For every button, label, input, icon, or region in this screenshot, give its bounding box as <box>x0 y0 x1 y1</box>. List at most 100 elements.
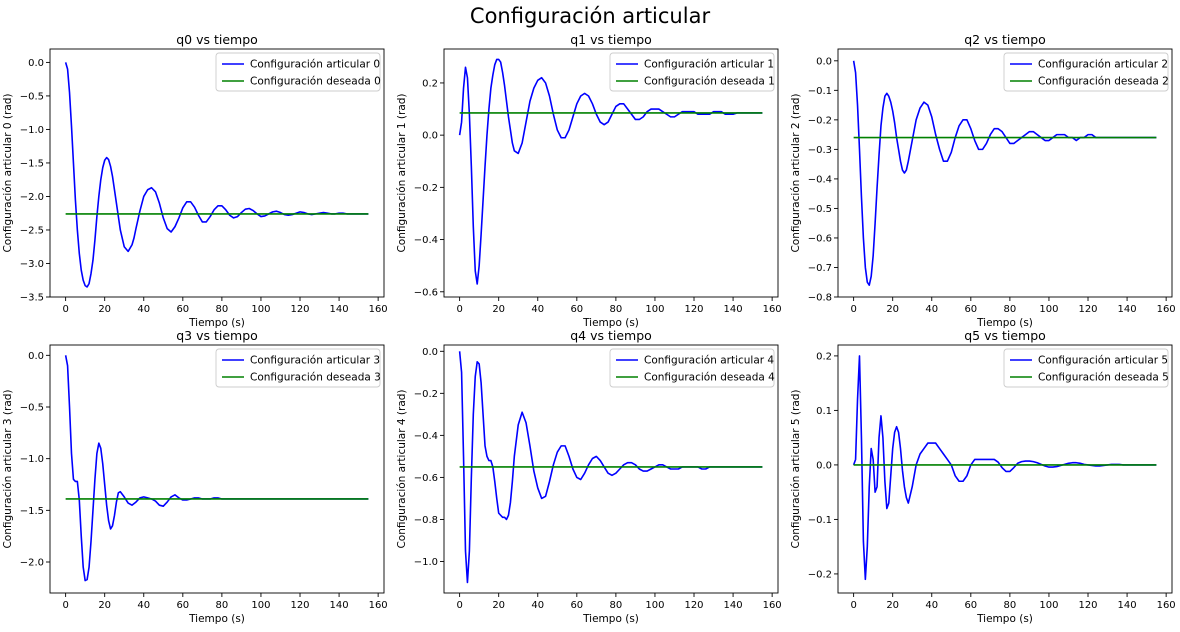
figure-title: Configuración articular <box>469 4 711 28</box>
x-tick-label: 80 <box>610 600 623 611</box>
y-tick-label: 0.0 <box>422 131 438 142</box>
y-tick-label: −0.3 <box>808 145 832 156</box>
x-axis-label: Tiempo (s) <box>976 613 1033 625</box>
x-tick-label: 100 <box>251 600 270 611</box>
plot-frame <box>837 48 1173 298</box>
y-axis-label: Configuración articular 4 (rad) <box>396 389 408 548</box>
series-line-actual <box>458 351 763 584</box>
series-line-actual <box>852 60 1157 286</box>
x-tick-label: 100 <box>645 304 664 315</box>
x-axis-label: Tiempo (s) <box>976 317 1033 329</box>
x-axis-label: Tiempo (s) <box>188 317 245 329</box>
legend-box <box>609 52 775 92</box>
x-tick-label: 140 <box>724 304 743 315</box>
y-tick-label: −3.0 <box>20 259 44 270</box>
legend: Configuración articular 0 Configuración d… <box>215 52 381 92</box>
x-tick-label: 60 <box>176 304 189 315</box>
subplot-title: q1 vs tiempo <box>570 32 652 47</box>
x-tick-label: 160 <box>369 304 388 315</box>
legend-box <box>1003 52 1169 92</box>
x-tick-label: 0 <box>850 304 856 315</box>
legend: Configuración articular 2 Configuración d… <box>1003 52 1169 92</box>
series-line-actual <box>64 355 369 582</box>
x-tick-label: 20 <box>492 304 505 315</box>
legend-box <box>1003 348 1169 388</box>
x-tick-label: 140 <box>724 600 743 611</box>
y-tick-label: 0.0 <box>816 56 832 67</box>
x-tick-label: 20 <box>98 304 111 315</box>
x-tick-label: 20 <box>886 600 899 611</box>
y-tick-label: −2.0 <box>20 192 44 203</box>
y-axis-label: Configuración articular 5 (rad) <box>790 389 802 548</box>
y-tick-label: 0.0 <box>422 347 438 358</box>
y-tick-label: −0.2 <box>414 183 438 194</box>
x-tick-label: 0 <box>850 600 856 611</box>
x-tick-label: 80 <box>216 600 229 611</box>
y-axis-label: Configuración articular 2 (rad) <box>790 93 802 252</box>
legend: Configuración articular 3 Configuración d… <box>215 348 381 388</box>
x-tick-label: 60 <box>176 600 189 611</box>
legend: Configuración articular 1 Configuración d… <box>609 52 775 92</box>
y-tick-label: −0.5 <box>20 403 44 414</box>
legend-label: Configuración articular 5 <box>1038 355 1168 367</box>
y-tick-label: −1.5 <box>20 158 44 169</box>
x-tick-label: 80 <box>610 304 623 315</box>
y-tick-label: −1.0 <box>20 454 44 465</box>
x-axis-label: Tiempo (s) <box>582 613 639 625</box>
x-tick-label: 100 <box>251 304 270 315</box>
x-tick-label: 80 <box>216 304 229 315</box>
y-tick-label: −0.1 <box>808 86 832 97</box>
series-group <box>458 58 763 285</box>
x-tick-label: 120 <box>290 600 309 611</box>
y-tick-label: 0.1 <box>816 406 832 417</box>
x-tick-label: 40 <box>531 600 544 611</box>
x-tick-label: 40 <box>137 600 150 611</box>
x-tick-label: 80 <box>1004 600 1017 611</box>
legend-box <box>215 348 381 388</box>
legend-box <box>609 348 775 388</box>
legend-label: Configuración deseada 4 <box>644 372 775 384</box>
y-tick-label: 0.2 <box>816 351 832 362</box>
x-tick-label: 100 <box>645 600 664 611</box>
subplot-4: q4 vs tiempo 0 20 40 60 80 100 120 140 160 0.0 −0.2… <box>396 328 782 625</box>
y-tick-label: 0.0 <box>28 58 44 69</box>
x-tick-label: 100 <box>1039 304 1058 315</box>
legend: Configuración articular 4 Configuración d… <box>609 348 775 388</box>
legend-label: Configuración deseada 0 <box>250 76 381 88</box>
subplot-title: q3 vs tiempo <box>176 328 258 343</box>
y-tick-label: −0.1 <box>808 515 832 526</box>
y-tick-label: 0.2 <box>422 78 438 89</box>
subplot-title: q5 vs tiempo <box>964 328 1046 343</box>
legend-label: Configuración articular 0 <box>250 59 380 71</box>
plot-frame <box>837 344 1173 594</box>
series-group <box>852 355 1157 581</box>
y-tick-label: −0.4 <box>414 235 438 246</box>
subplot-3: q3 vs tiempo 0 20 40 60 80 100 120 140 160 0.0 −0.5… <box>2 328 388 625</box>
y-tick-label: −0.7 <box>808 263 832 274</box>
y-axis-label: Configuración articular 0 (rad) <box>2 93 14 252</box>
series-group <box>64 355 369 582</box>
legend-label: Configuración articular 3 <box>250 355 380 367</box>
subplot-5: q5 vs tiempo 0 20 40 60 80 100 120 140 160 0.2 0.1 0… <box>790 328 1176 625</box>
legend-label: Configuración deseada 1 <box>644 76 775 88</box>
x-tick-label: 40 <box>925 600 938 611</box>
subplot-title: q4 vs tiempo <box>570 328 652 343</box>
subplot-title: q2 vs tiempo <box>964 32 1046 47</box>
x-tick-label: 100 <box>1039 600 1058 611</box>
subplot-title: q0 vs tiempo <box>176 32 258 47</box>
y-axis-label: Configuración articular 1 (rad) <box>396 93 408 252</box>
x-tick-label: 160 <box>369 600 388 611</box>
y-axis-label: Configuración articular 3 (rad) <box>2 389 14 548</box>
x-tick-label: 0 <box>62 304 68 315</box>
y-tick-label: −2.0 <box>20 558 44 569</box>
x-tick-label: 60 <box>964 304 977 315</box>
x-tick-label: 160 <box>763 304 782 315</box>
y-tick-label: −0.4 <box>414 431 438 442</box>
series-line-actual <box>458 58 763 285</box>
x-tick-label: 0 <box>456 600 462 611</box>
x-tick-label: 60 <box>964 600 977 611</box>
x-tick-label: 20 <box>98 600 111 611</box>
x-tick-label: 120 <box>1078 600 1097 611</box>
legend: Configuración articular 5 Configuración d… <box>1003 348 1169 388</box>
